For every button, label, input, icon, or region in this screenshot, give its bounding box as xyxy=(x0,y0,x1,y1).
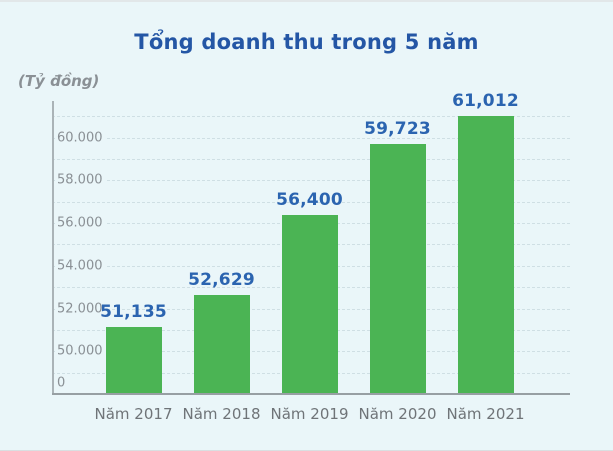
value-label-3: 56,400 xyxy=(276,189,343,210)
x-category-label-2: Năm 2018 xyxy=(182,405,261,423)
y-tick-label-56000: 56.000 xyxy=(57,215,106,231)
y-tick-label-52000: 52.000 xyxy=(57,301,106,316)
value-label-1: 51,135 xyxy=(100,302,167,322)
x-axis-line xyxy=(52,393,570,395)
y-tick-label-58000: 58.000 xyxy=(57,172,106,188)
gridline-59000 xyxy=(52,159,570,160)
bar-năm-2021 xyxy=(457,116,514,393)
bar-năm-2017 xyxy=(105,327,162,393)
bar-năm-2020 xyxy=(369,143,426,393)
value-label-5: 61,012 xyxy=(452,91,519,111)
y-tick-label-54000: 54.000 xyxy=(57,258,106,274)
bar-năm-2019 xyxy=(281,214,338,393)
bar-năm-2018 xyxy=(193,295,250,393)
gridline-61000 xyxy=(52,116,570,118)
y-tick-label-0: 0 xyxy=(57,375,69,391)
y-tick-label-60000: 60.000 xyxy=(57,130,106,146)
y-tick-label-50000: 50.000 xyxy=(57,343,106,359)
x-category-label-4: Năm 2020 xyxy=(358,405,437,423)
gridline-57000 xyxy=(52,201,570,203)
y-axis-line xyxy=(52,101,54,393)
value-label-2: 52,629 xyxy=(188,270,255,290)
x-category-label-3: Năm 2019 xyxy=(270,405,349,423)
gridline-58000 xyxy=(52,180,570,182)
chart-title: Tổng doanh thu trong 5 năm xyxy=(134,30,479,54)
gridline-60000 xyxy=(52,137,570,139)
value-label-4: 59,723 xyxy=(364,118,431,139)
x-category-label-5: Năm 2021 xyxy=(446,405,525,423)
y-axis-unit-label: (Tỷ đồng) xyxy=(18,72,100,90)
x-category-label-1: Năm 2017 xyxy=(94,405,173,423)
